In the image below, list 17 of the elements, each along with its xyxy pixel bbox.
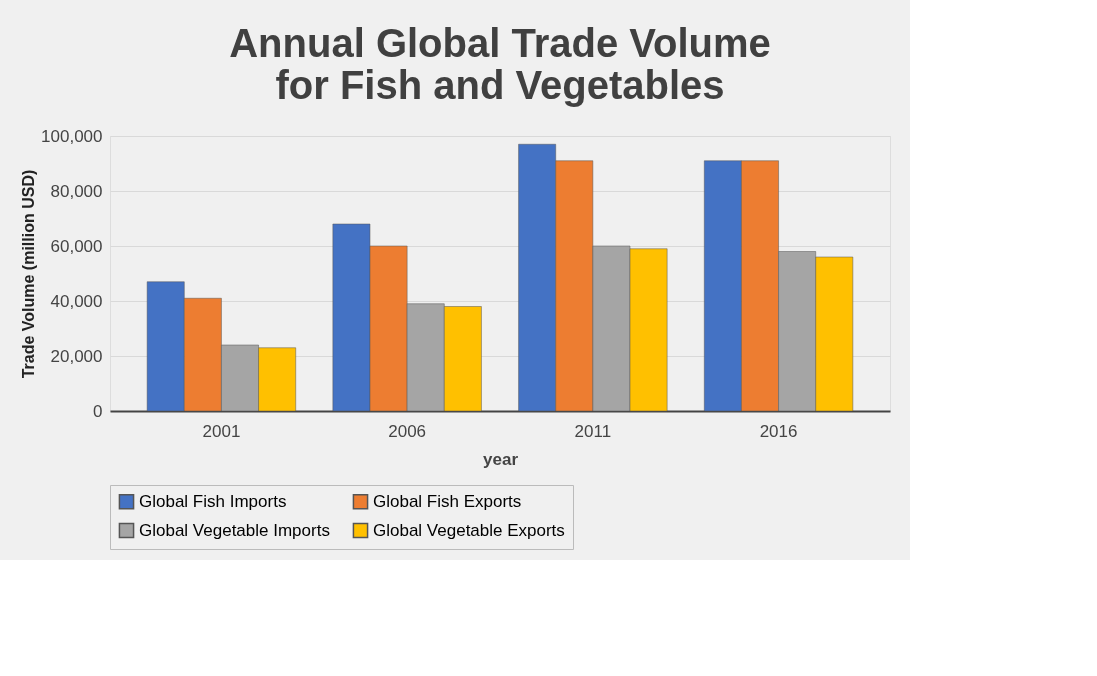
y-tick-label: 40,000 [50, 291, 103, 311]
legend-label: Global Vegetable Exports [373, 520, 565, 540]
y-axis-title: Trade Volume (million USD) [20, 169, 38, 379]
y-tick-label: 100,000 [41, 126, 103, 146]
y-tick-label: 20,000 [50, 346, 103, 366]
x-axis-title: year [483, 449, 519, 469]
chart-title: Annual Global Trade Volume for Fish and Vegetables [229, 21, 771, 107]
legend-label: Global Vegetable Imports [139, 520, 330, 540]
x-tick-label: 2006 [388, 421, 427, 441]
x-tick-label: 2011 [574, 421, 612, 441]
x-tick-label: 2001 [202, 421, 241, 441]
legend-label: Global Fish Imports [139, 491, 287, 511]
y-tick-label: 60,000 [50, 236, 103, 256]
x-tick-label: 2016 [759, 421, 798, 441]
y-tick-label: 80,000 [50, 181, 103, 201]
legend-label: Global Fish Exports [373, 491, 522, 511]
y-tick-label: 0 [93, 401, 103, 421]
